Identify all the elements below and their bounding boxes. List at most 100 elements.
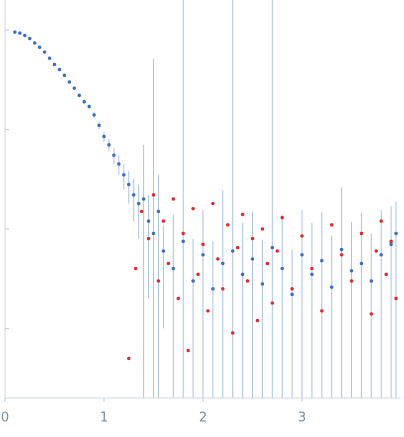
- point: [67, 80, 72, 84]
- point: [191, 206, 195, 211]
- point: [300, 234, 304, 238]
- point: [33, 41, 37, 45]
- point: [133, 266, 138, 271]
- point: [310, 266, 314, 271]
- point: [231, 331, 235, 335]
- point: [216, 257, 220, 261]
- point: [394, 296, 398, 301]
- point: [97, 123, 101, 128]
- point: [260, 227, 265, 231]
- point: [117, 162, 121, 166]
- point: [240, 272, 245, 277]
- point: [107, 143, 111, 147]
- point: [330, 285, 334, 289]
- point: [201, 253, 205, 257]
- point: [166, 261, 171, 266]
- point: [245, 279, 250, 283]
- point: [47, 56, 52, 60]
- error-bars: [14, 0, 397, 398]
- point: [122, 173, 126, 177]
- point: [221, 261, 225, 266]
- x-tick-label: 3: [298, 411, 306, 426]
- point: [384, 272, 388, 277]
- point: [42, 50, 47, 54]
- points: [13, 30, 398, 361]
- point: [221, 287, 225, 291]
- point: [379, 253, 383, 257]
- point: [136, 201, 141, 206]
- point: [389, 239, 393, 244]
- point: [37, 45, 42, 49]
- point: [280, 215, 284, 220]
- point: [87, 104, 91, 109]
- point: [127, 182, 131, 187]
- point: [211, 287, 215, 291]
- point: [28, 36, 32, 41]
- point: [369, 279, 373, 283]
- x-tick-label: 1: [100, 411, 108, 426]
- point: [206, 309, 210, 313]
- point: [359, 231, 364, 236]
- point: [339, 247, 344, 252]
- point: [156, 279, 161, 283]
- point: [235, 245, 240, 250]
- point: [255, 318, 260, 323]
- point: [57, 67, 62, 72]
- point: [13, 30, 17, 34]
- point: [52, 62, 57, 67]
- point: [151, 231, 156, 236]
- point: [171, 266, 175, 271]
- point: [339, 253, 344, 257]
- point: [102, 134, 106, 139]
- point: [82, 100, 86, 104]
- point: [231, 249, 235, 253]
- point: [211, 201, 215, 206]
- point: [146, 219, 151, 223]
- point: [181, 239, 185, 244]
- point: [72, 86, 77, 90]
- point: [240, 212, 245, 217]
- point: [394, 231, 398, 236]
- point: [270, 301, 274, 305]
- point: [379, 219, 383, 223]
- point: [127, 356, 131, 361]
- point: [250, 236, 255, 241]
- point: [349, 279, 354, 283]
- point: [374, 249, 378, 253]
- point: [161, 219, 166, 223]
- point: [141, 197, 146, 201]
- x-tick-label: 0: [1, 411, 9, 426]
- point: [349, 269, 354, 273]
- point: [260, 282, 265, 286]
- point: [275, 249, 279, 253]
- point: [161, 249, 166, 253]
- point: [310, 272, 314, 277]
- point: [250, 257, 255, 261]
- point: [176, 296, 180, 301]
- point: [132, 193, 136, 197]
- point: [146, 236, 151, 241]
- point: [191, 279, 195, 283]
- point: [186, 348, 190, 353]
- point: [23, 33, 27, 38]
- point: [290, 287, 294, 291]
- point: [290, 292, 294, 297]
- point: [389, 242, 393, 247]
- point: [300, 253, 304, 257]
- point: [171, 197, 175, 201]
- point: [201, 242, 205, 247]
- point: [280, 266, 284, 271]
- point: [320, 258, 324, 263]
- point: [151, 193, 156, 197]
- point: [270, 245, 274, 250]
- point: [226, 223, 230, 227]
- point: [181, 231, 185, 236]
- point: [92, 113, 96, 117]
- point: [369, 312, 373, 316]
- point: [18, 31, 22, 35]
- point: [359, 261, 364, 266]
- point: [320, 309, 324, 313]
- point: [156, 209, 161, 214]
- point: [112, 153, 116, 157]
- point: [77, 93, 81, 98]
